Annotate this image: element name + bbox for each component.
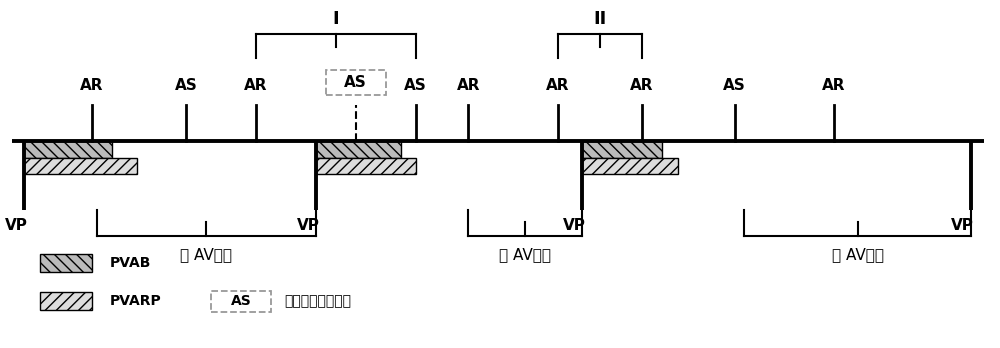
- Text: 不感知的心房事件: 不感知的心房事件: [284, 294, 351, 308]
- Text: AR: AR: [244, 78, 268, 94]
- Text: AR: AR: [822, 78, 846, 94]
- Text: AR: AR: [546, 78, 570, 94]
- Bar: [40, 254, 92, 272]
- Text: I: I: [333, 10, 339, 27]
- Text: AR: AR: [630, 78, 654, 94]
- Text: 长 AV间期: 长 AV间期: [499, 248, 551, 263]
- Bar: [316, 158, 416, 174]
- Text: 长 AV间期: 长 AV间期: [180, 248, 232, 263]
- Bar: [24, 158, 137, 174]
- Text: AS: AS: [723, 78, 746, 94]
- Text: VP: VP: [563, 218, 585, 233]
- FancyBboxPatch shape: [211, 291, 271, 312]
- Text: VP: VP: [951, 218, 974, 233]
- Text: PVARP: PVARP: [110, 294, 161, 308]
- Bar: [582, 141, 662, 158]
- Text: AS: AS: [344, 75, 367, 90]
- Text: AS: AS: [231, 294, 252, 308]
- FancyBboxPatch shape: [326, 70, 386, 95]
- Text: II: II: [593, 10, 607, 27]
- Bar: [24, 141, 112, 158]
- Bar: [316, 141, 401, 158]
- Text: AR: AR: [457, 78, 480, 94]
- Text: AS: AS: [175, 78, 198, 94]
- Text: AS: AS: [404, 78, 427, 94]
- Text: PVAB: PVAB: [110, 256, 151, 270]
- Text: AR: AR: [80, 78, 103, 94]
- Bar: [40, 292, 92, 310]
- Text: 长 AV间期: 长 AV间期: [832, 248, 884, 263]
- Text: VP: VP: [297, 218, 319, 233]
- Text: VP: VP: [4, 218, 27, 233]
- Bar: [582, 158, 678, 174]
